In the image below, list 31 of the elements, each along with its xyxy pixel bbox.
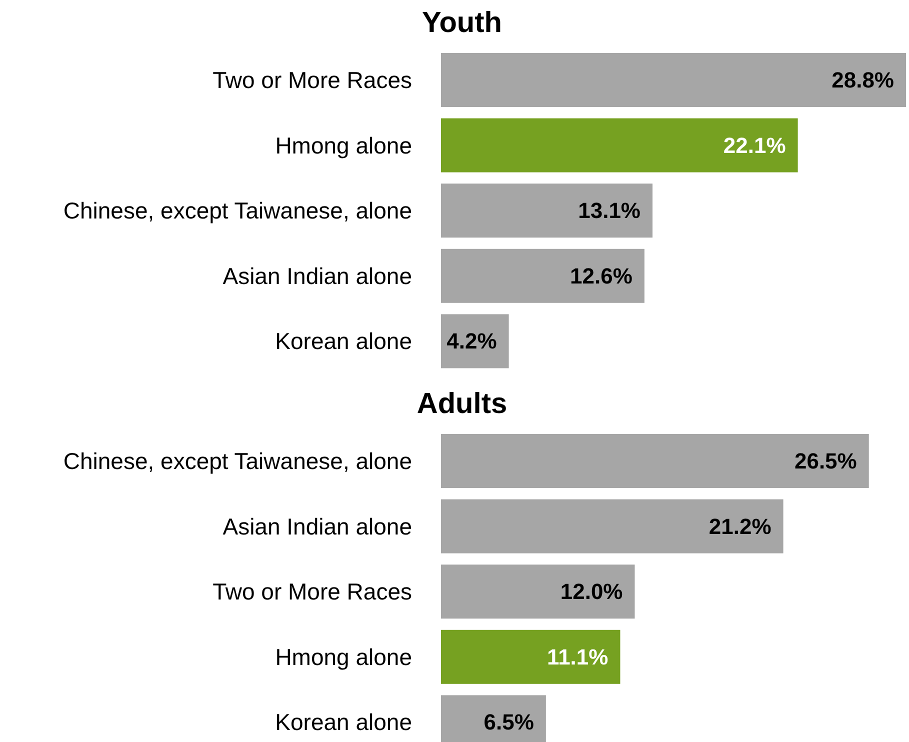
data-label: 6.5%: [484, 710, 534, 735]
y-tick-label: Chinese, except Taiwanese, alone: [63, 198, 412, 224]
y-tick-label: Asian Indian alone: [222, 262, 412, 289]
data-label: 12.0%: [560, 579, 623, 604]
bar: [441, 53, 906, 107]
bar: [441, 184, 653, 238]
chart-title: Youth: [422, 7, 502, 39]
data-label: 13.1%: [578, 198, 641, 224]
y-tick-label: Two or More Races: [212, 578, 412, 605]
data-label: 28.8%: [832, 68, 894, 92]
bar: [441, 630, 620, 684]
y-tick-label: Asian Indian alone: [222, 513, 412, 540]
bar: [441, 314, 509, 368]
chart-title: Adults: [416, 388, 508, 420]
data-label: 11.1%: [547, 644, 608, 670]
data-label: 26.5%: [794, 448, 857, 474]
bar: [441, 434, 869, 488]
bar: [441, 248, 644, 303]
data-label: 21.2%: [708, 514, 772, 539]
bar: [441, 118, 798, 172]
y-tick-label: Korean alone: [275, 709, 412, 736]
bar: [441, 564, 635, 619]
data-label: 12.6%: [570, 263, 632, 288]
y-tick-label: Hmong alone: [275, 644, 412, 670]
y-tick-label: Hmong alone: [275, 132, 412, 158]
y-tick-label: Korean alone: [275, 328, 412, 354]
y-tick-label: Chinese, except Taiwanese, alone: [63, 448, 412, 474]
bar: [441, 499, 784, 554]
data-label: 22.1%: [723, 132, 786, 158]
y-tick-label: Two or More Races: [212, 67, 412, 93]
data-label: 4.2%: [446, 328, 497, 354]
